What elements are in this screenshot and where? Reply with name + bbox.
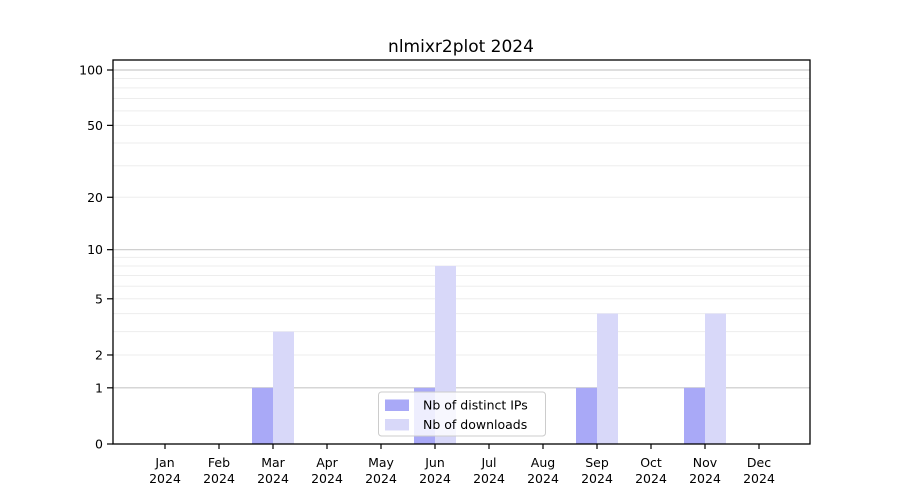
legend-box xyxy=(378,391,546,437)
x-tick-label-year: 2024 xyxy=(257,471,289,486)
y-tick-label: 5 xyxy=(95,291,103,306)
x-tick-label-month: Sep xyxy=(585,455,609,470)
axes-layer: 0125102050100Jan2024Feb2024Mar2024Apr202… xyxy=(79,59,811,486)
x-tick-label-year: 2024 xyxy=(635,471,667,486)
x-tick-label-year: 2024 xyxy=(419,471,451,486)
x-tick-label-year: 2024 xyxy=(365,471,397,486)
bar-distinct-ips-sep xyxy=(576,387,597,444)
y-tick-label: 20 xyxy=(87,190,103,205)
grid-layer xyxy=(113,69,810,389)
legend-swatch xyxy=(385,399,409,411)
x-tick-label-month: Apr xyxy=(316,455,338,470)
y-tick-label: 50 xyxy=(87,118,103,133)
plot-border xyxy=(112,59,811,445)
bar-downloads-sep xyxy=(597,313,618,444)
x-tick-label-month: Jan xyxy=(154,455,174,470)
y-tick-label: 10 xyxy=(87,242,103,257)
y-tick-label: 2 xyxy=(95,347,103,362)
x-tick-label-year: 2024 xyxy=(473,471,505,486)
x-tick-label-month: Aug xyxy=(531,455,555,470)
x-tick-label-month: Dec xyxy=(747,455,771,470)
x-tick-label-month: Jun xyxy=(424,455,445,470)
bar-distinct-ips-nov xyxy=(684,387,705,444)
x-tick-label-month: Oct xyxy=(640,455,662,470)
x-tick-label-month: Nov xyxy=(693,455,718,470)
x-tick-label-month: May xyxy=(368,455,394,470)
x-tick-label-year: 2024 xyxy=(311,471,343,486)
y-tick-label: 100 xyxy=(79,63,103,78)
x-tick-label-month: Mar xyxy=(261,455,285,470)
bar-downloads-mar xyxy=(273,331,294,444)
x-tick-label-year: 2024 xyxy=(743,471,775,486)
bar-downloads-nov xyxy=(705,313,726,444)
chart-title: nlmixr2plot 2024 xyxy=(388,37,534,57)
legend-layer: Nb of distinct IPs Nb of downloads xyxy=(378,391,546,437)
x-tick-label-year: 2024 xyxy=(149,471,181,486)
x-tick-label-month: Jul xyxy=(480,455,496,470)
x-tick-label-year: 2024 xyxy=(203,471,235,486)
legend-label: Nb of downloads xyxy=(423,417,527,432)
x-tick-label-year: 2024 xyxy=(689,471,721,486)
y-tick-label: 1 xyxy=(95,380,103,395)
y-tick-label: 0 xyxy=(95,437,103,452)
legend-label: Nb of distinct IPs xyxy=(423,398,528,413)
bar-distinct-ips-mar xyxy=(252,387,273,444)
x-tick-label-year: 2024 xyxy=(581,471,613,486)
x-tick-label-year: 2024 xyxy=(527,471,559,486)
legend-swatch xyxy=(385,419,409,431)
x-tick-label-month: Feb xyxy=(208,455,230,470)
